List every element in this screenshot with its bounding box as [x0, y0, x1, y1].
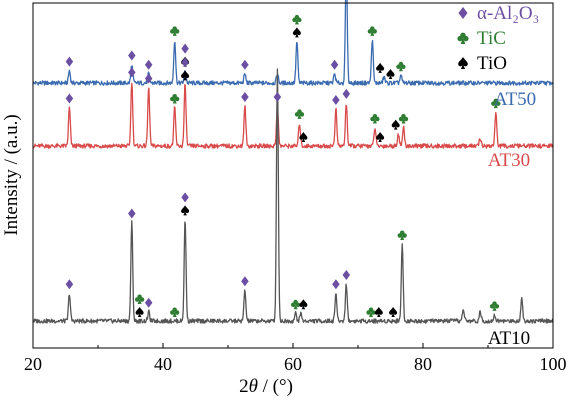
peak-marker-club	[170, 307, 180, 317]
peak-marker-club	[489, 301, 500, 311]
peak-marker-diamond	[342, 270, 351, 281]
y-axis-label: Intensity / (a.u.)	[1, 114, 22, 235]
peak-marker-spade	[299, 299, 308, 310]
peak-marker-diamond	[330, 59, 339, 70]
marker-layer	[65, 14, 501, 317]
peak-marker-diamond	[181, 192, 189, 203]
peak-marker-club	[292, 14, 302, 25]
legend-diamond-icon	[458, 7, 468, 19]
peak-marker-diamond	[332, 279, 340, 290]
series-label-at50: AT50	[494, 89, 536, 110]
peak-marker-diamond	[65, 56, 74, 67]
x-tick-label: 80	[414, 354, 432, 374]
peak-marker-spade	[374, 307, 383, 317]
peak-marker-diamond	[342, 88, 351, 99]
peak-marker-diamond	[144, 297, 153, 308]
peak-marker-diamond	[241, 91, 249, 102]
series-label-at10: AT10	[488, 328, 530, 349]
x-tick-label: 60	[284, 354, 302, 374]
peak-marker-diamond	[65, 93, 74, 104]
peak-marker-club	[134, 294, 145, 304]
peak-marker-diamond	[128, 208, 136, 219]
peak-marker-club	[170, 94, 180, 104]
peak-marker-club	[397, 230, 407, 240]
peak-marker-diamond	[144, 59, 153, 70]
peak-marker-diamond	[128, 67, 136, 78]
x-axis-label-unit: / (°)	[258, 376, 293, 397]
series-line-at10	[32, 68, 554, 324]
peak-marker-club	[170, 26, 180, 36]
peak-marker-spade	[376, 132, 385, 142]
peak-marker-spade	[181, 205, 190, 216]
peak-marker-club	[491, 98, 501, 109]
peak-marker-club	[294, 109, 305, 119]
legend-label: TiO	[477, 53, 507, 74]
peak-marker-diamond	[241, 276, 249, 287]
peak-marker-spade	[389, 307, 398, 317]
peak-marker-diamond	[128, 50, 136, 61]
peak-marker-spade	[299, 132, 308, 142]
x-axis-label-symbol: θ	[249, 376, 258, 397]
peak-marker-club	[367, 26, 377, 36]
x-axis-label: 2θ / (°)	[239, 376, 293, 397]
peak-marker-spade	[376, 62, 385, 73]
legend-spade-icon	[458, 57, 468, 69]
peak-marker-club	[290, 299, 301, 310]
legend-label: α-Al₂O₃	[477, 3, 539, 24]
peak-marker-diamond	[241, 59, 249, 70]
peak-marker-club	[398, 114, 409, 124]
x-tick-label: 40	[154, 354, 172, 374]
legend: α-Al₂O₃ TiC TiO	[457, 3, 539, 74]
x-tick-label: 100	[540, 354, 567, 374]
series-layer	[32, 0, 554, 324]
legend-label: TiC	[477, 28, 506, 49]
peak-marker-spade	[391, 119, 400, 130]
series-line-at30	[32, 82, 554, 149]
legend-club-icon	[457, 32, 469, 44]
x-axis-label-prefix: 2	[239, 376, 249, 397]
peak-marker-diamond	[332, 95, 340, 106]
peak-marker-club	[370, 114, 380, 124]
peak-marker-spade	[386, 69, 395, 79]
peak-marker-club	[396, 61, 406, 72]
x-tick-label: 20	[24, 354, 42, 374]
series-labels: AT50 AT30 AT10	[488, 89, 536, 349]
peak-marker-diamond	[273, 91, 282, 102]
series-label-at30: AT30	[488, 150, 530, 171]
peak-marker-spade	[181, 70, 190, 81]
series-line-at50	[32, 0, 554, 86]
peak-marker-diamond	[144, 73, 153, 84]
peak-marker-diamond	[65, 279, 74, 290]
peak-marker-spade	[135, 307, 144, 317]
peak-marker-spade	[292, 27, 301, 38]
peak-marker-club	[366, 307, 376, 317]
x-axis: 20 40 60 80 100	[24, 343, 567, 374]
peak-marker-diamond	[181, 57, 189, 68]
peak-marker-diamond	[181, 43, 189, 54]
